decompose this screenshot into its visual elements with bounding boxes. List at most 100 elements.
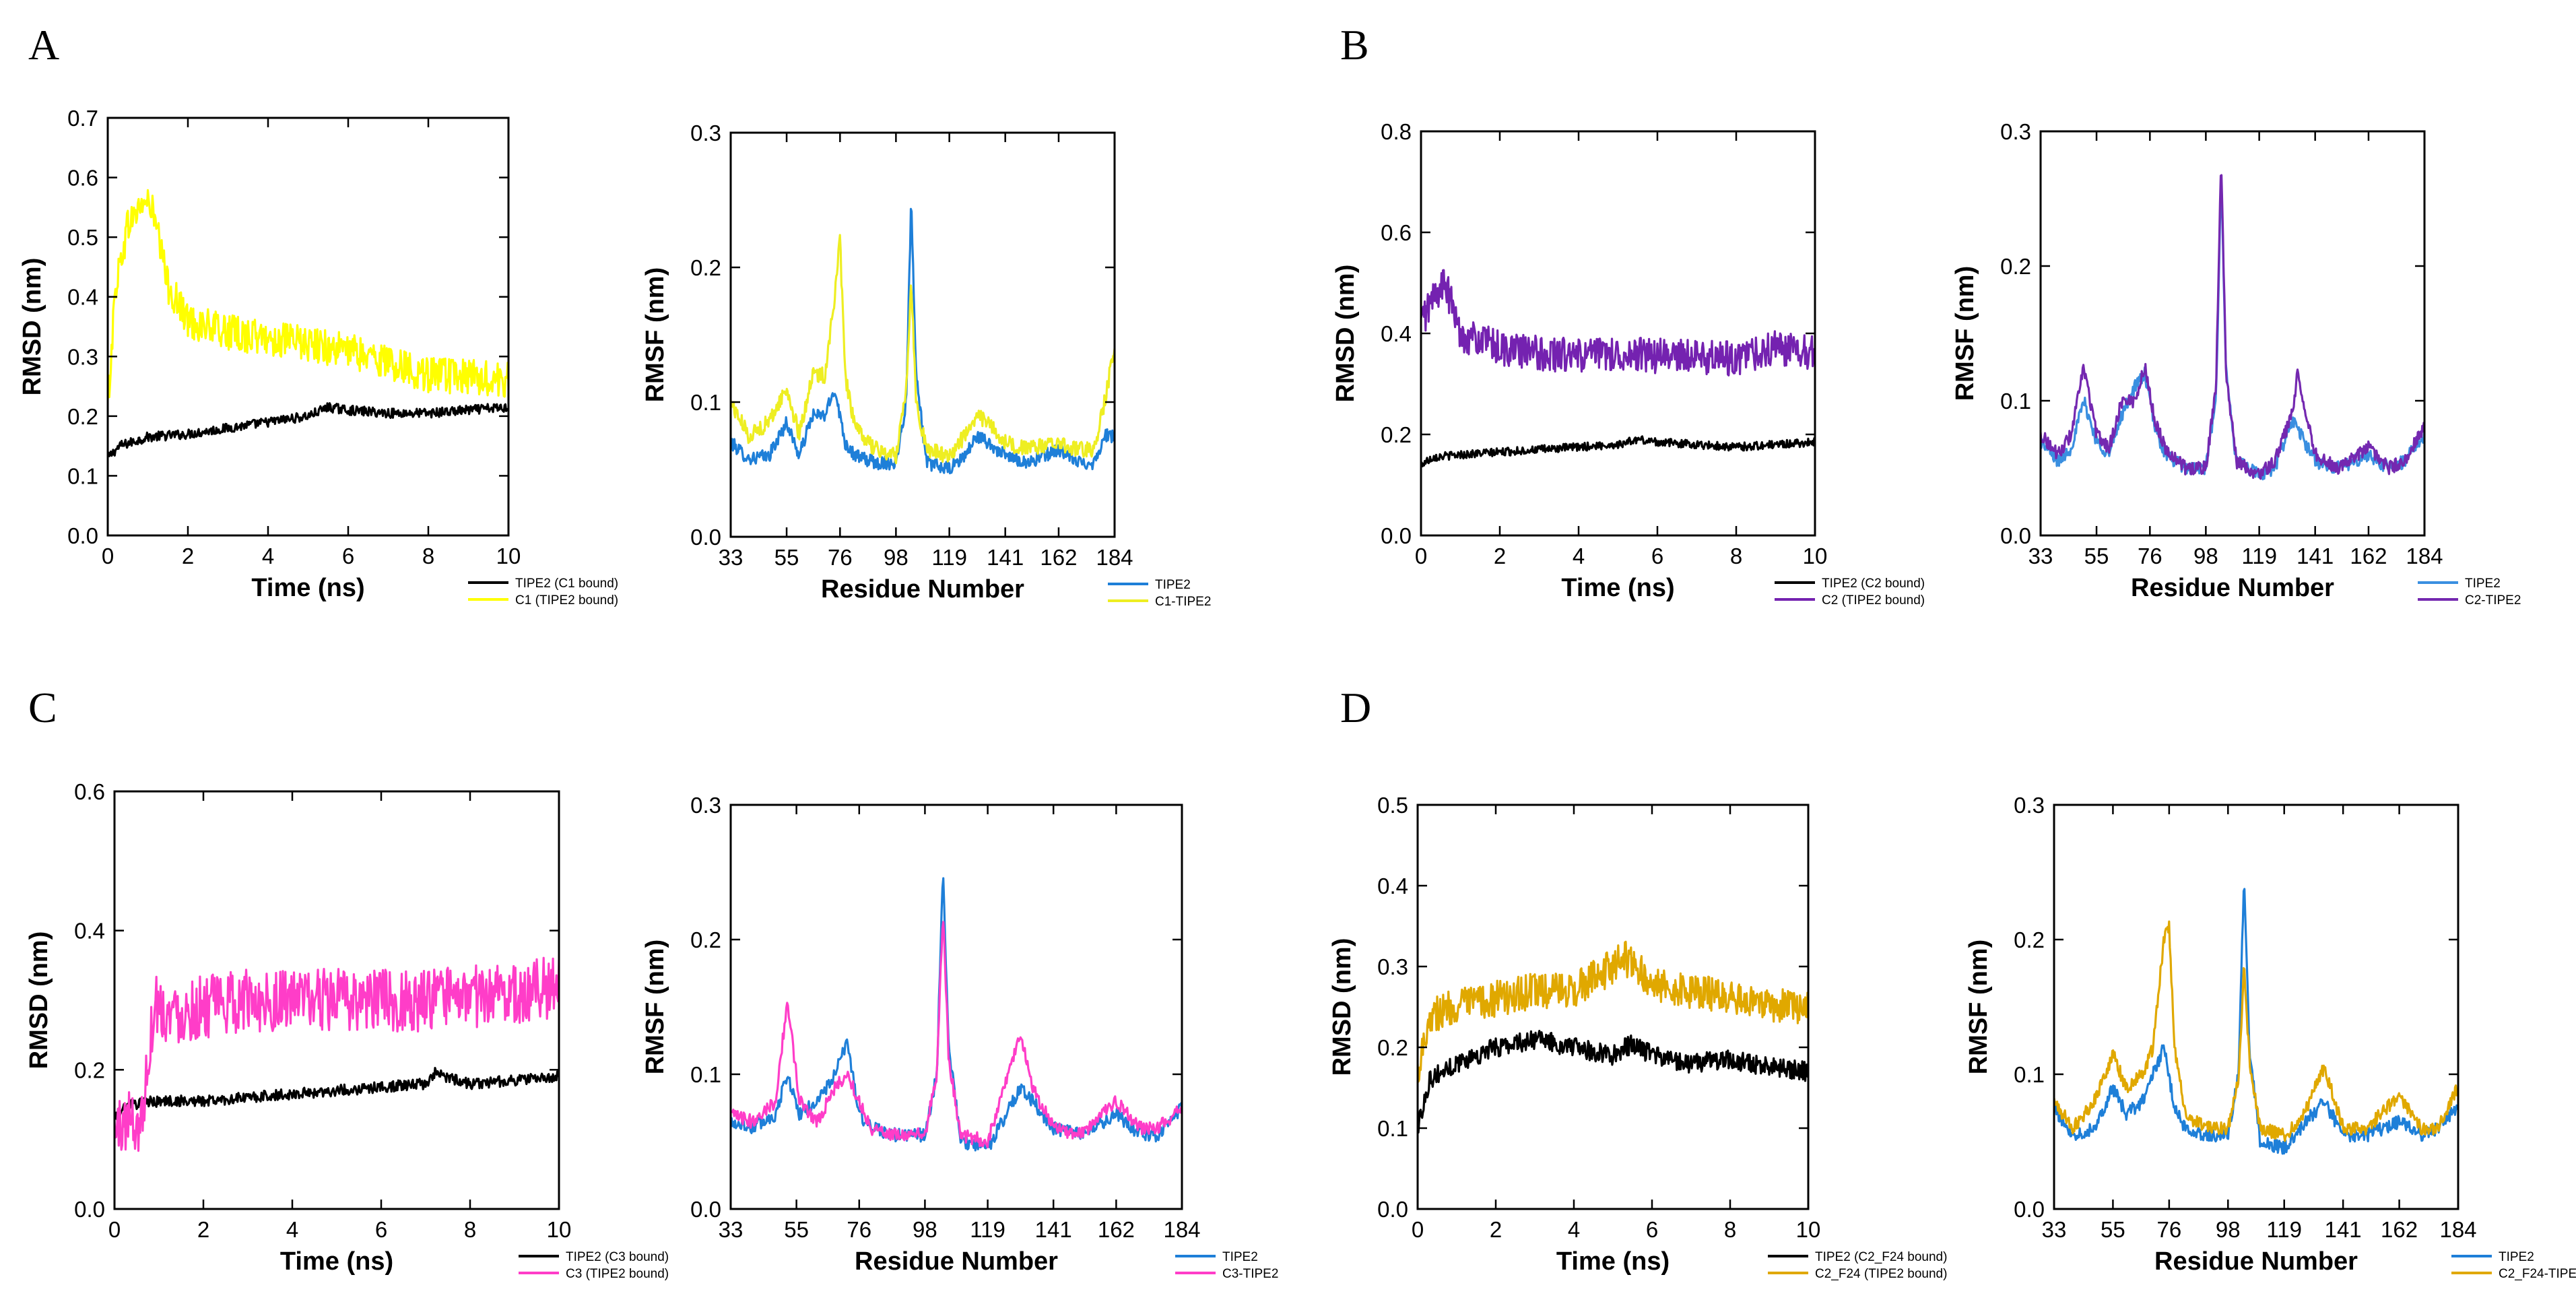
x-tick-label: 33: [719, 545, 744, 570]
y-tick-label: 0.4: [1381, 321, 1412, 346]
series-line-2: [731, 234, 1115, 465]
y-tick-label: 0.3: [2014, 793, 2045, 818]
y-axis-label: RMSF (nm): [641, 267, 669, 403]
y-tick-label: 0.0: [690, 1197, 721, 1222]
y-tick-label: 0.2: [1377, 1035, 1408, 1060]
y-tick-label: 0.0: [67, 523, 98, 548]
plot-frame: [729, 804, 1183, 1210]
x-tick-label: 10: [496, 544, 521, 568]
panel-letter-b: B: [1340, 21, 1369, 69]
x-tick-label: 33: [719, 1217, 744, 1242]
chart-a-rmsf: 33 55 76 98 119 141 162 184 0.0 0.1 0.2 0.3 Residue …: [641, 121, 1211, 609]
y-tick-label: 0.2: [2014, 927, 2045, 952]
x-tick-label: 76: [828, 545, 853, 570]
y-tick-label: 0.0: [1377, 1197, 1408, 1222]
y-tick-label: 0.6: [1381, 220, 1412, 245]
x-tick-label: 162: [1040, 545, 1077, 570]
x-tick-label: 0: [1412, 1217, 1424, 1242]
x-tick-label: 4: [262, 544, 274, 568]
legend-label: C2_F24 (TIPE2 bound): [1815, 1267, 1947, 1281]
x-axis-label: Time (ns): [280, 1247, 393, 1276]
y-tick-label: 0.0: [2014, 1197, 2045, 1222]
x-tick-label: 0: [108, 1217, 121, 1242]
legend: TIPE2 C2_F24-TIPE2: [2451, 1250, 2576, 1281]
x-axis-label: Time (ns): [1556, 1247, 1670, 1276]
x-tick-label: 6: [342, 544, 354, 568]
plots: 0 2 4 6 8 10 0.0 0.1 0.2 0.3 0.4 0.5 0.6 0.7 Time (ns)…: [18, 106, 2576, 1281]
x-axis-label: Residue Number: [821, 575, 1024, 603]
x-tick-label: 6: [1646, 1217, 1658, 1242]
y-tick-label: 0.2: [67, 404, 98, 429]
x-tick-label: 2: [1494, 544, 1506, 568]
series-line-2: [731, 921, 1182, 1149]
y-tick-label: 0.8: [1381, 119, 1412, 144]
plot-frame: [2053, 804, 2459, 1210]
y-axis-label: RMSF (nm): [1951, 266, 1979, 401]
y-axis-label: RMSF (nm): [1964, 940, 1993, 1075]
plot-frame: [729, 131, 1116, 538]
legend: TIPE2 C2-TIPE2: [2418, 577, 2521, 608]
chart-d-rmsd: 0 2 4 6 8 10 0.0 0.1 0.2 0.3 0.4 0.5 Time (ns) RMSD (…: [1328, 793, 1947, 1281]
x-tick-label: 55: [2101, 1217, 2125, 1242]
plot-frame: [106, 117, 510, 537]
x-tick-label: 10: [547, 1217, 572, 1242]
y-tick-label: 0.0: [1381, 523, 1412, 548]
y-tick-label: 0.4: [74, 919, 105, 944]
legend: TIPE2 (C2_F24 bound) C2_F24 (TIPE2 bound): [1768, 1250, 1947, 1281]
x-tick-label: 141: [2297, 544, 2334, 568]
x-tick-label: 162: [2381, 1217, 2418, 1242]
y-axis-label: RMSD (nm): [1328, 938, 1356, 1076]
x-tick-label: 98: [884, 545, 909, 570]
y-tick-label: 0.6: [67, 166, 98, 191]
legend-label: TIPE2 (C3 bound): [566, 1250, 669, 1264]
x-tick-label: 4: [1568, 1217, 1580, 1242]
x-tick-label: 184: [2439, 1217, 2476, 1242]
legend-label: TIPE2: [1222, 1250, 1258, 1264]
x-tick-label: 76: [2157, 1217, 2182, 1242]
y-tick-label: 0.3: [2000, 119, 2031, 144]
legend-label: TIPE2: [2465, 577, 2501, 591]
series-line-2: [114, 956, 559, 1152]
series-line-1: [731, 207, 1115, 475]
x-tick-label: 162: [1098, 1217, 1135, 1242]
series-line-2: [2041, 174, 2424, 480]
series-line-1: [114, 1067, 559, 1121]
series-line-2: [1421, 269, 1815, 376]
y-axis-label: RMSF (nm): [641, 940, 669, 1075]
x-tick-label: 119: [2241, 544, 2277, 568]
x-tick-label: 184: [2406, 544, 2443, 568]
y-tick-label: 0.1: [690, 1062, 721, 1087]
x-tick-label: 55: [774, 545, 799, 570]
legend: TIPE2 C3-TIPE2: [1175, 1250, 1278, 1281]
y-tick-label: 0.1: [2014, 1062, 2045, 1087]
series-line-1: [2054, 888, 2458, 1155]
y-tick-label: 0.4: [67, 285, 98, 310]
series-line-1: [731, 877, 1182, 1152]
y-tick-label: 0.7: [67, 106, 98, 131]
y-tick-label: 0.1: [1377, 1116, 1408, 1141]
chart-b-rmsd: 0 2 4 6 8 10 0.0 0.2 0.4 0.6 0.8 Time (ns) RMSD (nm)…: [1331, 119, 1925, 608]
legend-label: C1 (TIPE2 bound): [515, 593, 618, 608]
x-tick-label: 8: [1730, 544, 1742, 568]
y-tick-label: 0.2: [690, 927, 721, 952]
y-axis-label: RMSD (nm): [1331, 265, 1360, 403]
x-tick-label: 8: [1724, 1217, 1736, 1242]
chart-b-rmsf: 33 55 76 98 119 141 162 184 0.0 0.1 0.2 0.3 Residue …: [1951, 119, 2521, 608]
y-tick-label: 0.4: [1377, 874, 1408, 898]
y-tick-label: 0.0: [74, 1197, 105, 1222]
legend-label: TIPE2: [1155, 578, 1191, 592]
y-tick-label: 0.3: [690, 121, 721, 145]
panel-letter-a: A: [28, 21, 59, 69]
y-tick-label: 0.2: [1381, 422, 1412, 447]
x-tick-label: 2: [1490, 1217, 1502, 1242]
x-tick-label: 0: [102, 544, 114, 568]
y-tick-label: 0.1: [2000, 389, 2031, 414]
panel-letter-d: D: [1340, 684, 1371, 731]
x-tick-label: 33: [2042, 1217, 2067, 1242]
y-tick-label: 0.3: [690, 793, 721, 818]
x-axis-label: Time (ns): [251, 574, 364, 602]
x-tick-label: 10: [1803, 544, 1828, 568]
y-axis-label: RMSD (nm): [18, 258, 46, 396]
x-tick-label: 76: [847, 1217, 871, 1242]
